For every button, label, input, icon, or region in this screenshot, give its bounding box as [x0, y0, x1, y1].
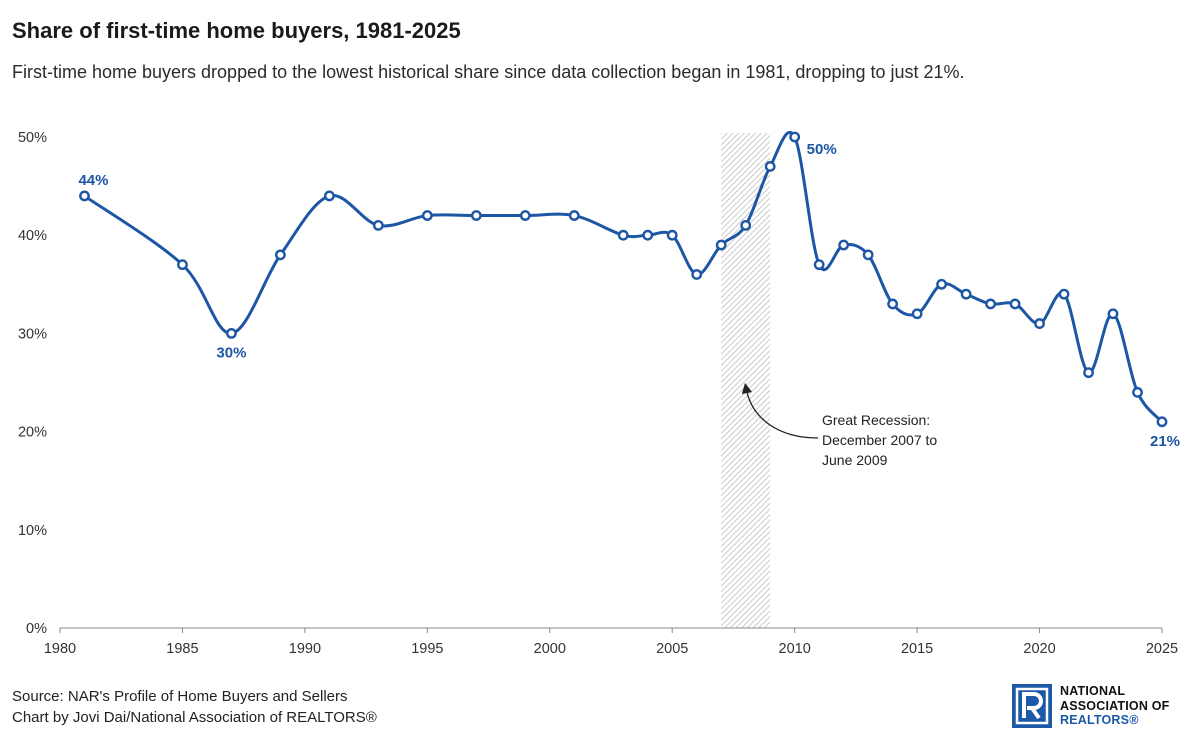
logo-line-1: NATIONAL	[1060, 684, 1126, 698]
data-label: 50%	[807, 141, 837, 158]
series-line	[83, 130, 1164, 423]
logo-line-3: REALTORS®	[1060, 713, 1139, 727]
x-tick-label: 2020	[1023, 641, 1055, 657]
annotation-text: Great Recession:	[822, 412, 930, 428]
data-label: 44%	[78, 172, 108, 189]
data-point	[764, 161, 776, 172]
data-point	[960, 288, 972, 300]
data-point	[177, 259, 188, 271]
x-tick-label: 2015	[901, 641, 933, 657]
x-tick-label: 2025	[1146, 641, 1178, 657]
data-point	[887, 298, 899, 310]
source-line: Source: NAR's Profile of Home Buyers and…	[12, 688, 348, 705]
line-chart: 1980 1985 1990 1995 2000 2005 2010 2015 2020 2025…	[18, 130, 1180, 657]
data-point	[789, 131, 801, 143]
data-point	[617, 229, 629, 241]
source-note: Source: NAR's Profile of Home Buyers and…	[12, 686, 377, 728]
data-point	[421, 210, 433, 221]
data-point	[519, 210, 531, 221]
annotation-text: June 2009	[822, 452, 888, 468]
data-point	[691, 269, 703, 280]
y-tick-label: 10%	[18, 523, 47, 539]
chart-subtitle: First-time home buyers dropped to the lo…	[12, 62, 965, 82]
data-point	[666, 229, 678, 241]
y-tick-label: 40%	[18, 228, 47, 244]
y-tick-label: 30%	[18, 326, 47, 342]
x-tick-label: 1980	[44, 641, 76, 657]
data-point	[568, 210, 580, 221]
data-point	[936, 278, 947, 290]
x-tick-label: 1985	[166, 641, 198, 657]
data-point	[372, 219, 384, 231]
x-tick-label: 1990	[289, 641, 321, 657]
x-tick-label: 2005	[656, 641, 688, 657]
data-point	[911, 308, 923, 320]
realtor-r-icon	[1012, 684, 1052, 728]
recession-shading	[721, 133, 771, 628]
logo-line-2: ASSOCIATION OF	[1060, 698, 1170, 713]
data-point	[813, 259, 825, 271]
data-point	[838, 239, 850, 251]
data-point	[1009, 298, 1021, 310]
nar-logo: NATIONAL ASSOCIATION OF REALTORS®	[1012, 684, 1192, 730]
chart-title: Share of first-time home buyers, 1981-20…	[12, 18, 461, 43]
data-label: 21%	[1150, 433, 1180, 450]
data-point	[1058, 288, 1070, 300]
data-point	[1034, 318, 1045, 329]
x-tick-label: 2000	[534, 641, 566, 657]
data-point	[715, 239, 727, 251]
y-tick-label: 0%	[26, 621, 47, 637]
logo-wordmark: NATIONAL ASSOCIATION OF REALTORS®	[1060, 684, 1170, 728]
data-point	[862, 249, 874, 261]
data-point	[226, 327, 237, 339]
data-point	[1156, 416, 1168, 428]
y-tick-label: 50%	[18, 130, 47, 146]
data-point	[642, 229, 654, 241]
data-point	[323, 190, 335, 202]
data-point	[1132, 386, 1143, 398]
annotation-arrow	[741, 382, 819, 439]
data-point	[1107, 308, 1119, 320]
credit-line: Chart by Jovi Dai/National Association o…	[12, 709, 377, 726]
x-tick-label: 2010	[779, 641, 811, 657]
data-point	[1083, 367, 1094, 379]
data-point	[985, 298, 996, 310]
data-label: 30%	[216, 344, 246, 361]
data-point	[79, 190, 90, 202]
data-point	[470, 210, 482, 221]
data-point	[274, 249, 286, 261]
x-tick-label: 1995	[411, 641, 443, 657]
data-point	[740, 219, 752, 231]
annotation-text: December 2007 to	[822, 432, 937, 448]
y-tick-label: 20%	[18, 425, 47, 441]
